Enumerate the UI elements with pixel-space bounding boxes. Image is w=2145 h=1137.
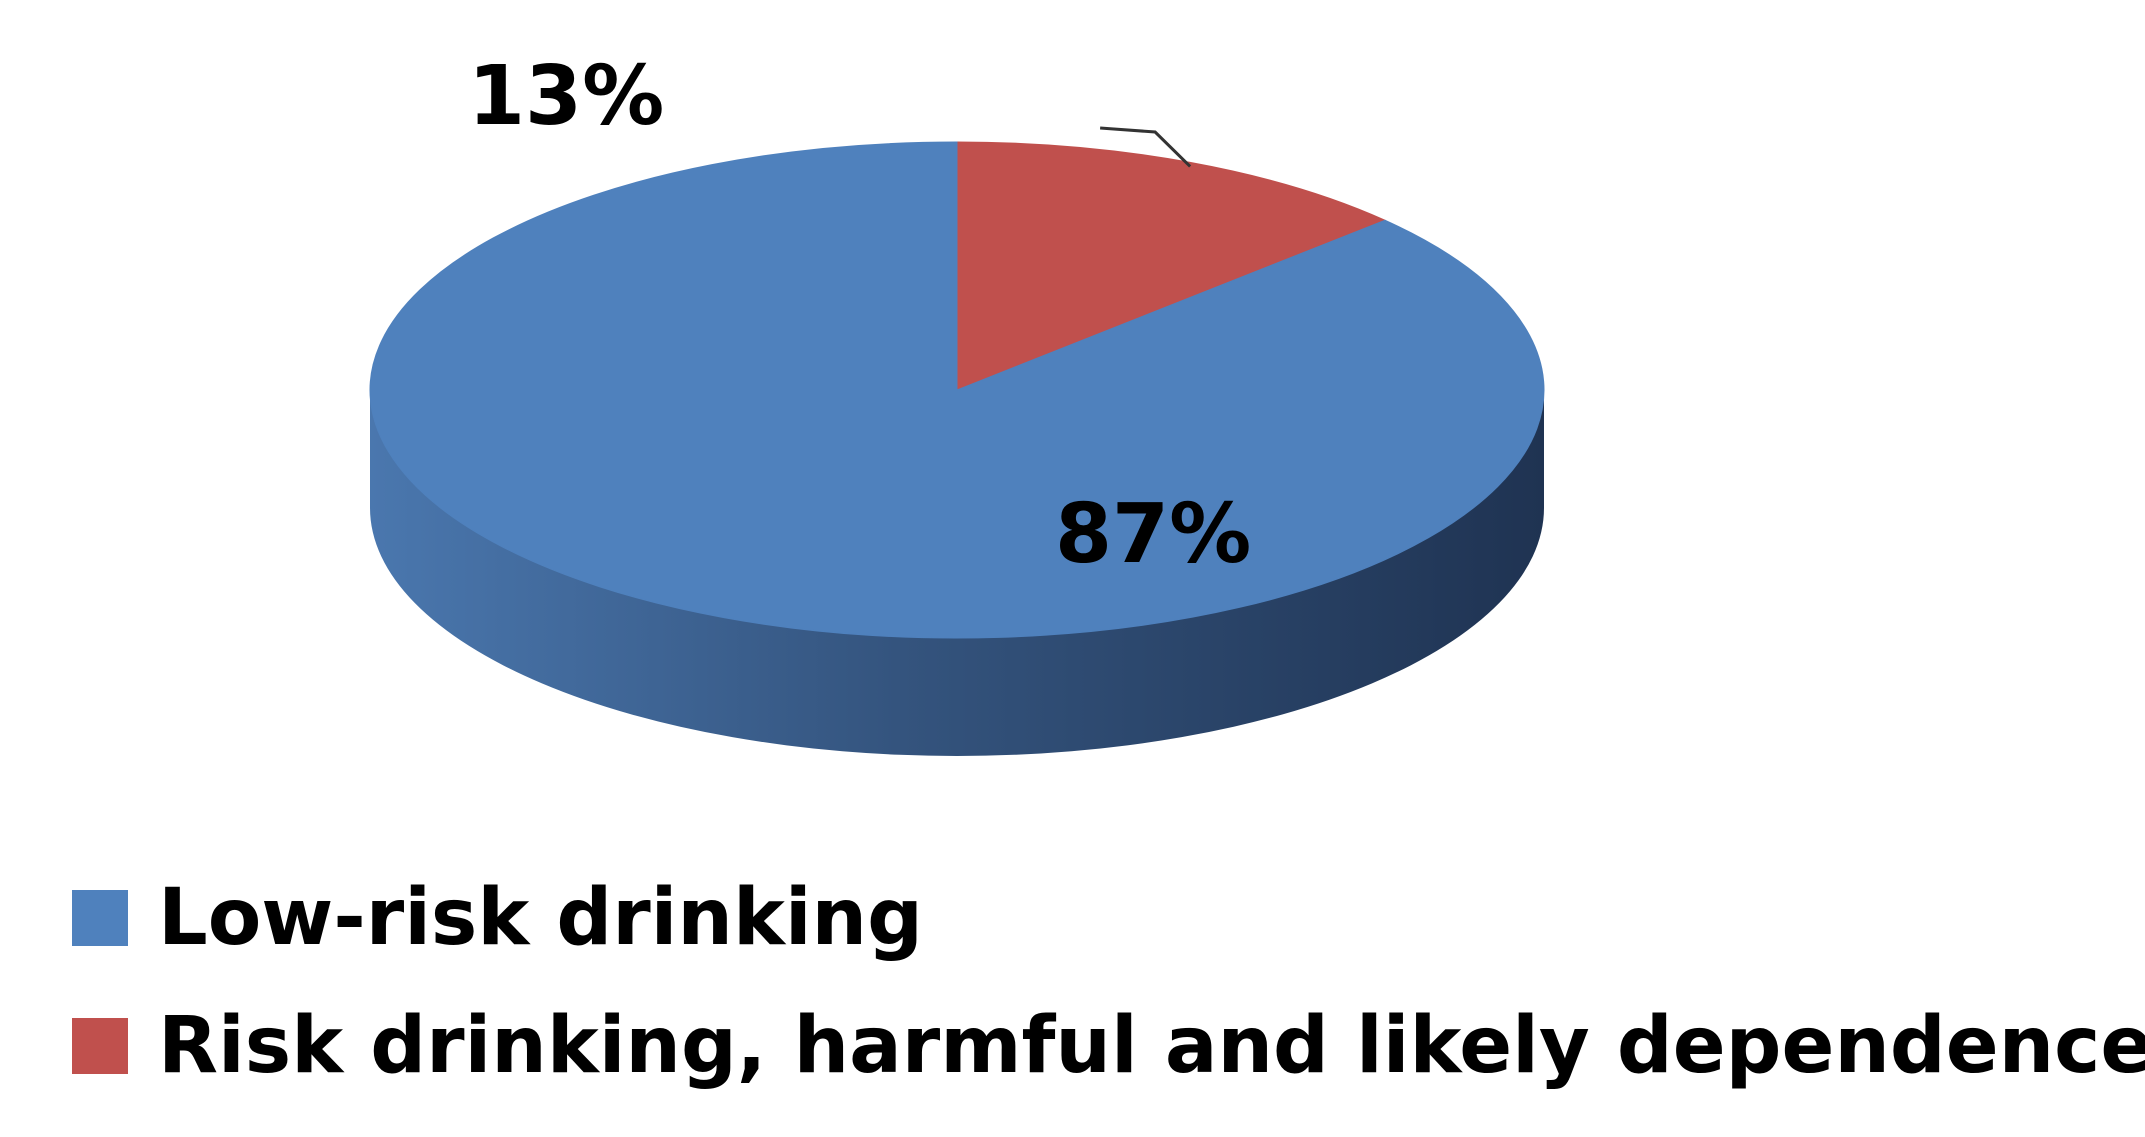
legend-label-low-risk-drinking: Low-risk drinking [158, 873, 923, 963]
pie-slice-low-risk-drinking [369, 141, 1545, 639]
legend-swatch-low-risk-drinking [72, 890, 128, 946]
legend-swatch-risk-drinking-harmful-and-likely-dependence [72, 1018, 128, 1074]
pie-data-labels: 87% 13% [468, 49, 1251, 582]
pie-side-wall [370, 390, 1544, 756]
data-label-risk-drinking-harmful-and-likely-dependence: 13% [468, 49, 664, 144]
chart-legend: Low-risk drinking Risk drinking, harmful … [72, 873, 2145, 1091]
leader-line-risk-drinking-harmful-and-likely-dependence [1100, 126, 1192, 168]
pie-side-low-risk-drinking [370, 390, 1544, 756]
legend-label-risk-drinking-harmful-and-likely-dependence: Risk drinking, harmful and likely depend… [158, 1001, 2145, 1091]
pie-slice-risk-drinking-harmful-and-likely-dependence [956, 141, 1387, 391]
pie-top-face [369, 141, 1545, 639]
data-label-low-risk-drinking: 87% [1055, 487, 1251, 582]
